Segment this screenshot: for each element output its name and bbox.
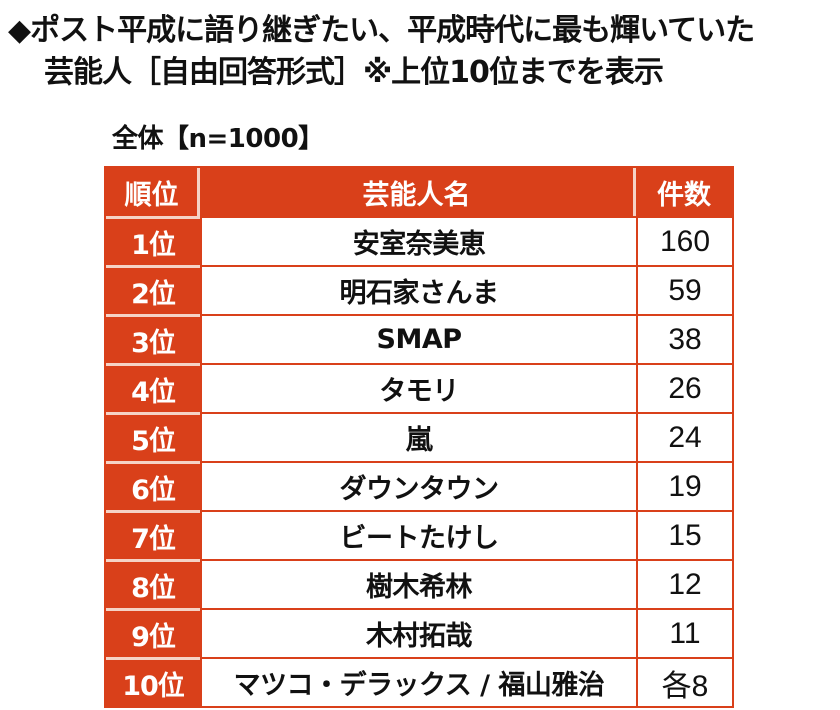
- sample-size-label: 全体【n=1000】: [112, 124, 324, 154]
- table-row: 4位 タモリ 26: [106, 363, 732, 412]
- rank-cell: 4位: [106, 363, 200, 412]
- rank-cell: 3位: [106, 314, 200, 363]
- rank-cell: 9位: [106, 608, 200, 657]
- table-row: 7位 ビートたけし 15: [106, 510, 732, 559]
- rank-cell: 10位: [106, 657, 200, 706]
- rank-cell: 5位: [106, 412, 200, 461]
- name-cell: 樹木希林: [200, 559, 636, 608]
- rank-cell: 8位: [106, 559, 200, 608]
- count-cell: 15: [636, 510, 732, 559]
- table-row: 1位 安室奈美恵 160: [106, 216, 732, 265]
- table-row: 3位 SMAP 38: [106, 314, 732, 363]
- name-cell: 明石家さんま: [200, 265, 636, 314]
- name-cell: 木村拓哉: [200, 608, 636, 657]
- count-cell: 12: [636, 559, 732, 608]
- table-row: 2位 明石家さんま 59: [106, 265, 732, 314]
- count-cell: 59: [636, 265, 732, 314]
- rank-cell: 7位: [106, 510, 200, 559]
- table-row: 10位 マツコ・デラックス / 福山雅治 各8: [106, 657, 732, 706]
- header-count: 件数: [636, 168, 732, 216]
- table-row: 6位 ダウンタウン 19: [106, 461, 732, 510]
- table-header-row: 順位 芸能人名 件数: [106, 168, 732, 216]
- count-cell: 11: [636, 608, 732, 657]
- name-cell: ダウンタウン: [200, 461, 636, 510]
- name-cell: マツコ・デラックス / 福山雅治: [200, 657, 636, 706]
- name-cell: タモリ: [200, 363, 636, 412]
- count-cell: 160: [636, 216, 732, 265]
- title-line-1: ◆ポスト平成に語り継ぎたい、平成時代に最も輝いていた: [8, 13, 755, 48]
- rank-cell: 2位: [106, 265, 200, 314]
- name-cell: SMAP: [200, 314, 636, 363]
- count-cell: 24: [636, 412, 732, 461]
- name-cell: ビートたけし: [200, 510, 636, 559]
- header-rank: 順位: [106, 168, 200, 216]
- count-cell: 26: [636, 363, 732, 412]
- name-cell: 安室奈美恵: [200, 216, 636, 265]
- count-cell: 38: [636, 314, 732, 363]
- name-cell: 嵐: [200, 412, 636, 461]
- table-row: 5位嵐 24: [106, 412, 732, 461]
- title-line-2: 芸能人［自由回答形式］※上位10位までを表示: [44, 55, 664, 90]
- count-cell: 19: [636, 461, 732, 510]
- chart-title: ◆ポスト平成に語り継ぎたい、平成時代に最も輝いていた 芸能人［自由回答形式］※上…: [8, 10, 755, 94]
- table-row: 9位 木村拓哉 11: [106, 608, 732, 657]
- ranking-table: 順位 芸能人名 件数 1位 安室奈美恵 160 2位 明石家さんま 59 3位 SMAP 3…: [104, 166, 734, 708]
- rank-cell: 1位: [106, 216, 200, 265]
- rank-cell: 6位: [106, 461, 200, 510]
- table-row: 8位 樹木希林 12: [106, 559, 732, 608]
- header-name: 芸能人名: [200, 168, 636, 216]
- count-cell: 各8: [636, 657, 732, 706]
